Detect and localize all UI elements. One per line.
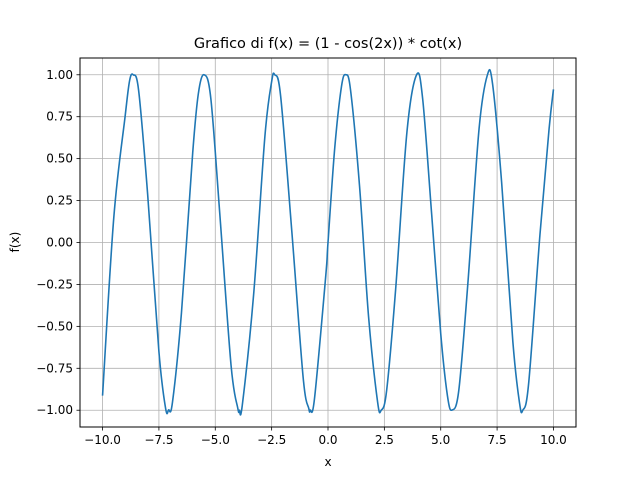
y-axis-label: f(x): [8, 232, 22, 253]
y-tick-label: −0.75: [36, 361, 73, 375]
x-tick-label: 5.0: [431, 433, 450, 447]
y-tick-label: −0.50: [36, 319, 73, 333]
x-tick-label: −2.5: [257, 433, 286, 447]
y-tick-label: 0.50: [46, 152, 73, 166]
y-tick-label: 0.25: [46, 194, 73, 208]
y-tick-label: 1.00: [46, 68, 73, 82]
x-tick-label: 10.0: [540, 433, 567, 447]
x-axis-label: x: [324, 455, 331, 469]
y-tick-label: −0.25: [36, 277, 73, 291]
x-tick-label: 0.0: [318, 433, 337, 447]
x-tick-label: −5.0: [201, 433, 230, 447]
x-tick-label: −7.5: [144, 433, 173, 447]
y-axis: −1.00 −0.75 −0.50 −0.25 0.00 0.25 0.50 0.75 1.00: [36, 68, 80, 417]
x-axis: −10.0 −7.5 −5.0 −2.5 0.0 2.5 5.0 7.5 10.0: [84, 427, 567, 447]
y-tick-label: 0.00: [46, 236, 73, 250]
series-line: [101, 69, 555, 416]
x-tick-label: −10.0: [84, 433, 121, 447]
y-tick-label: −1.00: [36, 403, 73, 417]
chart-title: Grafico di f(x) = (1 - cos(2x)) * cot(x): [194, 36, 462, 52]
y-tick-label: 0.75: [46, 110, 73, 124]
x-tick-label: 7.5: [488, 433, 507, 447]
x-tick-label: 2.5: [375, 433, 394, 447]
series-layer: [101, 69, 555, 416]
